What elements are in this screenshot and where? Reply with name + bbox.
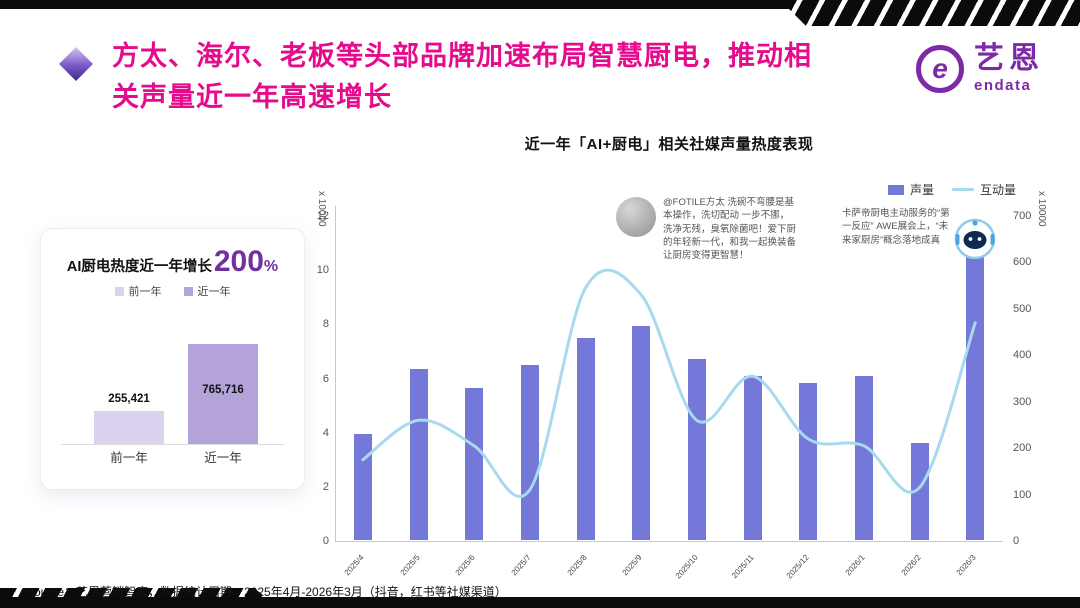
legend-swatch-previous-year — [114, 286, 124, 296]
y-axis-tick-left: 10 — [316, 264, 329, 277]
annotation-fotile: @FOTILE方太 洗碗不弯腰是基本操作，洗切配动 一步不挪，洗净无残，臭氧除菌… — [663, 197, 797, 262]
x-axis-label: 2025/12 — [784, 553, 811, 581]
fotile-avatar — [616, 197, 656, 237]
y-axis-tick-right: 0 — [1013, 535, 1020, 547]
volume-bar — [353, 434, 372, 540]
growth-bar — [94, 410, 164, 444]
legend-item-volume: 声量 — [887, 181, 934, 198]
chart-legend: 声量 互动量 — [887, 181, 1016, 198]
y-axis-tick-right: 500 — [1013, 302, 1032, 315]
y-axis-tick-right: 400 — [1013, 349, 1032, 362]
y-axis-line — [335, 206, 336, 542]
growth-bar — [188, 344, 258, 444]
growth-bar-value: 255,421 — [108, 392, 150, 405]
logo-brand-text: 艺恩 — [974, 42, 1044, 75]
annotation-casarte: 卡萨帝厨电主动服务的“第一反应” AWE展会上，“未来家厨房”概念落地成真 — [842, 208, 950, 246]
growth-plot: 255,421 前一年 765,716 近一年 — [61, 315, 284, 465]
mascot-robot-icon — [954, 218, 996, 260]
growth-x-label: 前一年 — [110, 451, 148, 465]
growth-summary-card: AI厨电热度近一年增长 200 % 前一年 近一年 255,421 前一年 765,… — [40, 228, 305, 490]
x-axis-label: 2026/3 — [954, 553, 978, 578]
y-axis-tick-left: 2 — [322, 480, 329, 493]
y-axis-tick-right: 200 — [1013, 442, 1032, 455]
legend-label-volume: 声量 — [909, 183, 934, 197]
slide-title-line1: 方太、海尔、老板等头部品牌加速布局智慧厨电，推动相 — [112, 41, 812, 71]
y-axis-tick-left: 12 — [316, 210, 329, 222]
y-axis-tick-right: 700 — [1013, 210, 1032, 222]
endata-logo: e 艺恩 endata — [916, 44, 1044, 94]
volume-bar — [465, 388, 484, 540]
y-axis-tick-right: 300 — [1013, 395, 1032, 408]
volume-bar — [910, 442, 929, 540]
x-axis-label: 2026/1 — [843, 553, 867, 578]
legend-label-interaction: 互动量 — [979, 183, 1016, 197]
source-note: source：艺恩营销智库，数据统计周期：2025年4月-2026年3月（抖音，… — [28, 585, 507, 599]
y-axis-tick-right: 600 — [1013, 256, 1032, 269]
top-border-bar — [0, 0, 1080, 9]
growth-percent-sign: % — [263, 258, 279, 275]
volume-bar — [409, 369, 428, 540]
x-axis-label: 2025/8 — [565, 553, 589, 578]
x-axis-label: 2025/11 — [729, 553, 756, 581]
legend-item-interaction: 互动量 — [951, 181, 1016, 198]
main-plot: 0 2 4 6 8 10 12 0 100 200 300 400 500 600 700 2025/4 2… — [317, 206, 1031, 581]
volume-bar — [687, 358, 706, 540]
interaction-line-layer — [361, 268, 977, 499]
legend-label-previous-year: 前一年 — [128, 286, 162, 298]
endata-logo-icon: e — [916, 45, 964, 93]
logo-letter: e — [932, 53, 948, 84]
logo-sub-text: endata — [974, 77, 1032, 94]
volume-bar — [966, 247, 985, 540]
growth-card-legend: 前一年 近一年 — [41, 283, 304, 299]
y-axis-tick-left: 4 — [322, 426, 329, 439]
legend-item-recent-year: 近一年 — [183, 283, 231, 299]
x-axis-label: 2025/9 — [620, 553, 644, 578]
x-axis-label: 2026/2 — [899, 553, 923, 578]
volume-bar — [854, 376, 873, 540]
legend-swatch-interaction — [951, 188, 974, 191]
y-axis-tick-left: 6 — [322, 372, 329, 385]
growth-card-title: AI厨电热度近一年增长 200 % — [41, 245, 304, 279]
x-axis-label: 2025/10 — [673, 553, 700, 581]
bottom-border-bar — [0, 597, 1080, 608]
growth-x-label: 近一年 — [204, 451, 242, 465]
interaction-line-path — [361, 268, 977, 499]
y-axis-tick-left: 0 — [322, 535, 329, 547]
y-axis-tick-left: 8 — [322, 318, 329, 331]
legend-label-recent-year: 近一年 — [197, 286, 231, 298]
volume-bar — [743, 376, 762, 540]
volume-bar — [799, 382, 818, 540]
top-right-stripes-decoration — [780, 0, 1080, 26]
title-bullet-icon — [59, 47, 93, 81]
growth-number: 200 — [213, 245, 264, 278]
legend-swatch-recent-year — [183, 286, 193, 296]
legend-item-previous-year: 前一年 — [114, 283, 162, 299]
growth-bar-value: 765,716 — [202, 384, 244, 396]
chart-title: 近一年「AI+厨电」相关社媒声量热度表现 — [524, 136, 814, 153]
slide-title: 方太、海尔、老板等头部品牌加速布局智慧厨电，推动相 关声量近一年高速增长 — [112, 36, 912, 117]
logo-text: 艺恩 endata — [974, 42, 1044, 95]
volume-bar — [632, 326, 651, 540]
volume-bar — [576, 338, 595, 540]
y-axis-tick-right: 100 — [1013, 488, 1032, 501]
slide-title-line2: 关声量近一年高速增长 — [112, 81, 392, 112]
growth-card-title-text: AI厨电热度近一年增长 — [66, 259, 212, 275]
legend-swatch-volume — [887, 184, 904, 195]
x-axis-line — [335, 541, 1003, 542]
